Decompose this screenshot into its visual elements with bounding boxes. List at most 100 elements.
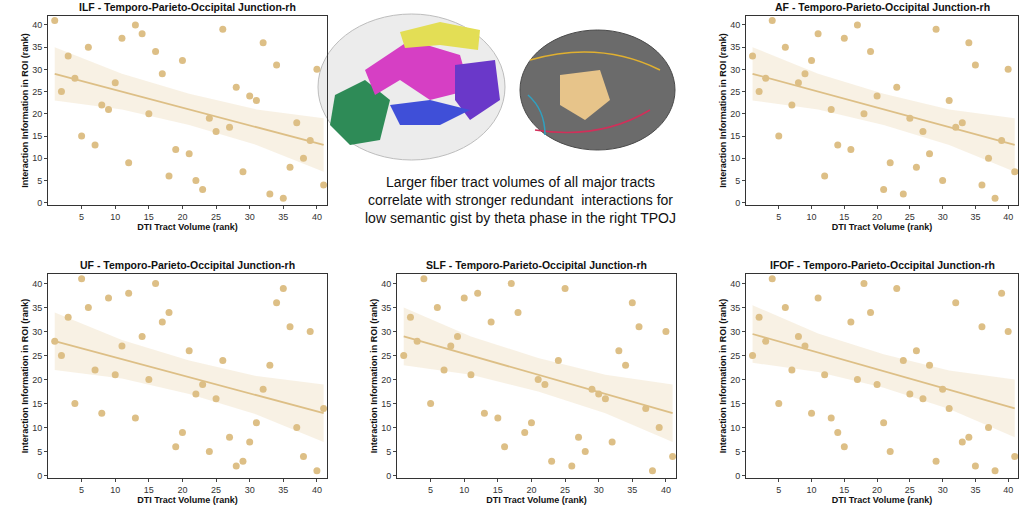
svg-text:15: 15: [730, 399, 740, 409]
svg-text:20: 20: [872, 212, 882, 222]
svg-text:30: 30: [32, 65, 42, 75]
svg-text:25: 25: [32, 351, 42, 361]
svg-text:0: 0: [735, 471, 740, 481]
svg-text:10: 10: [32, 153, 42, 163]
svg-text:15: 15: [144, 485, 154, 495]
svg-text:Larger fiber tract volumes of: Larger fiber tract volumes of all major …: [365, 174, 676, 226]
svg-text:15: 15: [839, 212, 849, 222]
svg-text:35: 35: [627, 485, 637, 495]
svg-text:25: 25: [905, 485, 915, 495]
svg-text:25: 25: [381, 351, 391, 361]
svg-text:40: 40: [730, 20, 740, 30]
svg-text:30: 30: [938, 212, 948, 222]
svg-text:40: 40: [312, 485, 322, 495]
svg-text:20: 20: [32, 375, 42, 385]
svg-text:40: 40: [32, 20, 42, 30]
svg-text:15: 15: [839, 485, 849, 495]
svg-text:25: 25: [560, 485, 570, 495]
svg-text:40: 40: [1003, 212, 1013, 222]
svg-text:5: 5: [776, 485, 781, 495]
svg-text:5: 5: [735, 447, 740, 457]
svg-text:20: 20: [730, 109, 740, 119]
svg-text:0: 0: [37, 198, 42, 208]
svg-text:35: 35: [32, 303, 42, 313]
svg-text:AF - Temporo-Parieto-Occipital: AF - Temporo-Parieto-Occipital Junction-…: [775, 1, 990, 13]
svg-text:0: 0: [735, 198, 740, 208]
svg-text:20: 20: [872, 485, 882, 495]
svg-text:25: 25: [211, 485, 221, 495]
svg-text:5: 5: [37, 447, 42, 457]
svg-text:Interaction Information in ROI: Interaction Information in ROI (rank): [369, 299, 379, 454]
svg-text:20: 20: [32, 109, 42, 119]
svg-text:25: 25: [32, 87, 42, 97]
svg-text:40: 40: [381, 279, 391, 289]
svg-text:UF - Temporo-Parieto-Occipital: UF - Temporo-Parieto-Occipital Junction-…: [80, 259, 295, 271]
svg-text:15: 15: [32, 131, 42, 141]
svg-text:20: 20: [730, 375, 740, 385]
svg-text:30: 30: [245, 212, 255, 222]
svg-text:DTI Tract Volume (rank): DTI Tract Volume (rank): [832, 495, 932, 505]
svg-text:10: 10: [807, 485, 817, 495]
svg-text:15: 15: [144, 212, 154, 222]
svg-text:20: 20: [177, 212, 187, 222]
svg-text:15: 15: [493, 485, 503, 495]
svg-text:Interaction Information in ROI: Interaction Information in ROI (rank): [20, 299, 30, 454]
svg-text:25: 25: [730, 87, 740, 97]
svg-text:5: 5: [79, 485, 84, 495]
svg-text:40: 40: [661, 485, 671, 495]
svg-text:IFOF - Temporo-Parieto-Occipit: IFOF - Temporo-Parieto-Occipital Junctio…: [770, 259, 995, 271]
svg-text:30: 30: [245, 485, 255, 495]
svg-text:15: 15: [730, 131, 740, 141]
svg-text:40: 40: [32, 279, 42, 289]
svg-text:5: 5: [79, 212, 84, 222]
svg-text:20: 20: [526, 485, 536, 495]
svg-text:30: 30: [730, 65, 740, 75]
svg-text:30: 30: [32, 327, 42, 337]
svg-text:35: 35: [730, 303, 740, 313]
svg-text:10: 10: [730, 153, 740, 163]
svg-text:0: 0: [386, 471, 391, 481]
svg-text:Interaction Information in ROI: Interaction Information in ROI (rank): [718, 33, 728, 188]
svg-text:35: 35: [278, 485, 288, 495]
svg-text:10: 10: [381, 423, 391, 433]
svg-text:5: 5: [735, 176, 740, 186]
svg-text:40: 40: [312, 212, 322, 222]
svg-text:10: 10: [459, 485, 469, 495]
svg-text:0: 0: [37, 471, 42, 481]
svg-text:30: 30: [594, 485, 604, 495]
svg-text:35: 35: [32, 42, 42, 52]
svg-text:40: 40: [1003, 485, 1013, 495]
svg-text:35: 35: [970, 485, 980, 495]
svg-text:30: 30: [730, 327, 740, 337]
svg-text:25: 25: [730, 351, 740, 361]
svg-text:5: 5: [776, 212, 781, 222]
svg-text:DTI Tract Volume (rank): DTI Tract Volume (rank): [137, 222, 237, 232]
svg-text:20: 20: [177, 485, 187, 495]
svg-text:10: 10: [32, 423, 42, 433]
svg-text:10: 10: [807, 212, 817, 222]
svg-text:SLF - Temporo-Parieto-Occipita: SLF - Temporo-Parieto-Occipital Junction…: [426, 259, 647, 271]
svg-text:DTI Tract Volume (rank): DTI Tract Volume (rank): [832, 222, 932, 232]
svg-text:5: 5: [428, 485, 433, 495]
svg-text:25: 25: [905, 212, 915, 222]
svg-text:30: 30: [381, 327, 391, 337]
svg-text:15: 15: [32, 399, 42, 409]
svg-text:5: 5: [37, 176, 42, 186]
svg-text:35: 35: [381, 303, 391, 313]
svg-text:10: 10: [110, 212, 120, 222]
svg-text:10: 10: [110, 485, 120, 495]
svg-text:15: 15: [381, 399, 391, 409]
svg-text:ILF - Temporo-Parieto-Occipita: ILF - Temporo-Parieto-Occipital Junction…: [79, 1, 296, 13]
svg-text:10: 10: [730, 423, 740, 433]
svg-text:35: 35: [730, 42, 740, 52]
svg-text:25: 25: [211, 212, 221, 222]
svg-text:40: 40: [730, 279, 740, 289]
svg-text:5: 5: [386, 447, 391, 457]
svg-text:30: 30: [938, 485, 948, 495]
svg-text:DTI Tract Volume (rank): DTI Tract Volume (rank): [486, 495, 586, 505]
svg-text:Interaction Information in ROI: Interaction Information in ROI (rank): [718, 299, 728, 454]
svg-text:Interaction Information in ROI: Interaction Information in ROI (rank): [20, 33, 30, 188]
svg-text:20: 20: [381, 375, 391, 385]
svg-text:35: 35: [970, 212, 980, 222]
svg-text:35: 35: [278, 212, 288, 222]
